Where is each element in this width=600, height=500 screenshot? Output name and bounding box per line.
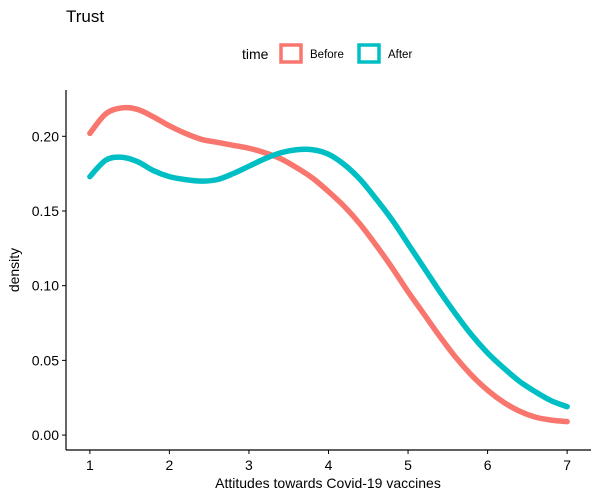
y-axis-label: density — [6, 248, 22, 292]
x-tick-label: 2 — [166, 457, 174, 473]
y-tick-label: 0.15 — [32, 203, 59, 219]
chart-title: Trust — [66, 7, 104, 26]
y-tick-label: 0.05 — [32, 352, 59, 368]
y-tick-label: 0.10 — [32, 278, 59, 294]
x-tick-label: 3 — [245, 457, 253, 473]
x-tick-label: 1 — [86, 457, 94, 473]
y-axis-ticks: 0.00 0.05 0.10 0.15 0.20 — [32, 128, 66, 443]
legend-title: time — [242, 46, 269, 62]
x-tick-label: 5 — [404, 457, 412, 473]
series-line-after — [87, 146, 570, 410]
x-axis-label: Attitudes towards Covid-19 vaccines — [215, 475, 441, 491]
legend: time Before After — [242, 43, 412, 64]
x-axis-ticks: 1 2 3 4 5 6 7 — [86, 450, 571, 473]
y-tick-label: 0.20 — [32, 128, 59, 144]
y-tick-label: 0.00 — [32, 427, 59, 443]
series-line-before — [87, 104, 570, 425]
legend-label-before: Before — [310, 49, 344, 61]
legend-label-after: After — [388, 49, 412, 61]
legend-key-after — [357, 43, 381, 64]
legend-key-before — [279, 43, 303, 64]
x-tick-label: 4 — [325, 457, 333, 473]
x-tick-label: 7 — [563, 457, 571, 473]
series-layer — [87, 104, 570, 425]
x-tick-label: 6 — [484, 457, 492, 473]
